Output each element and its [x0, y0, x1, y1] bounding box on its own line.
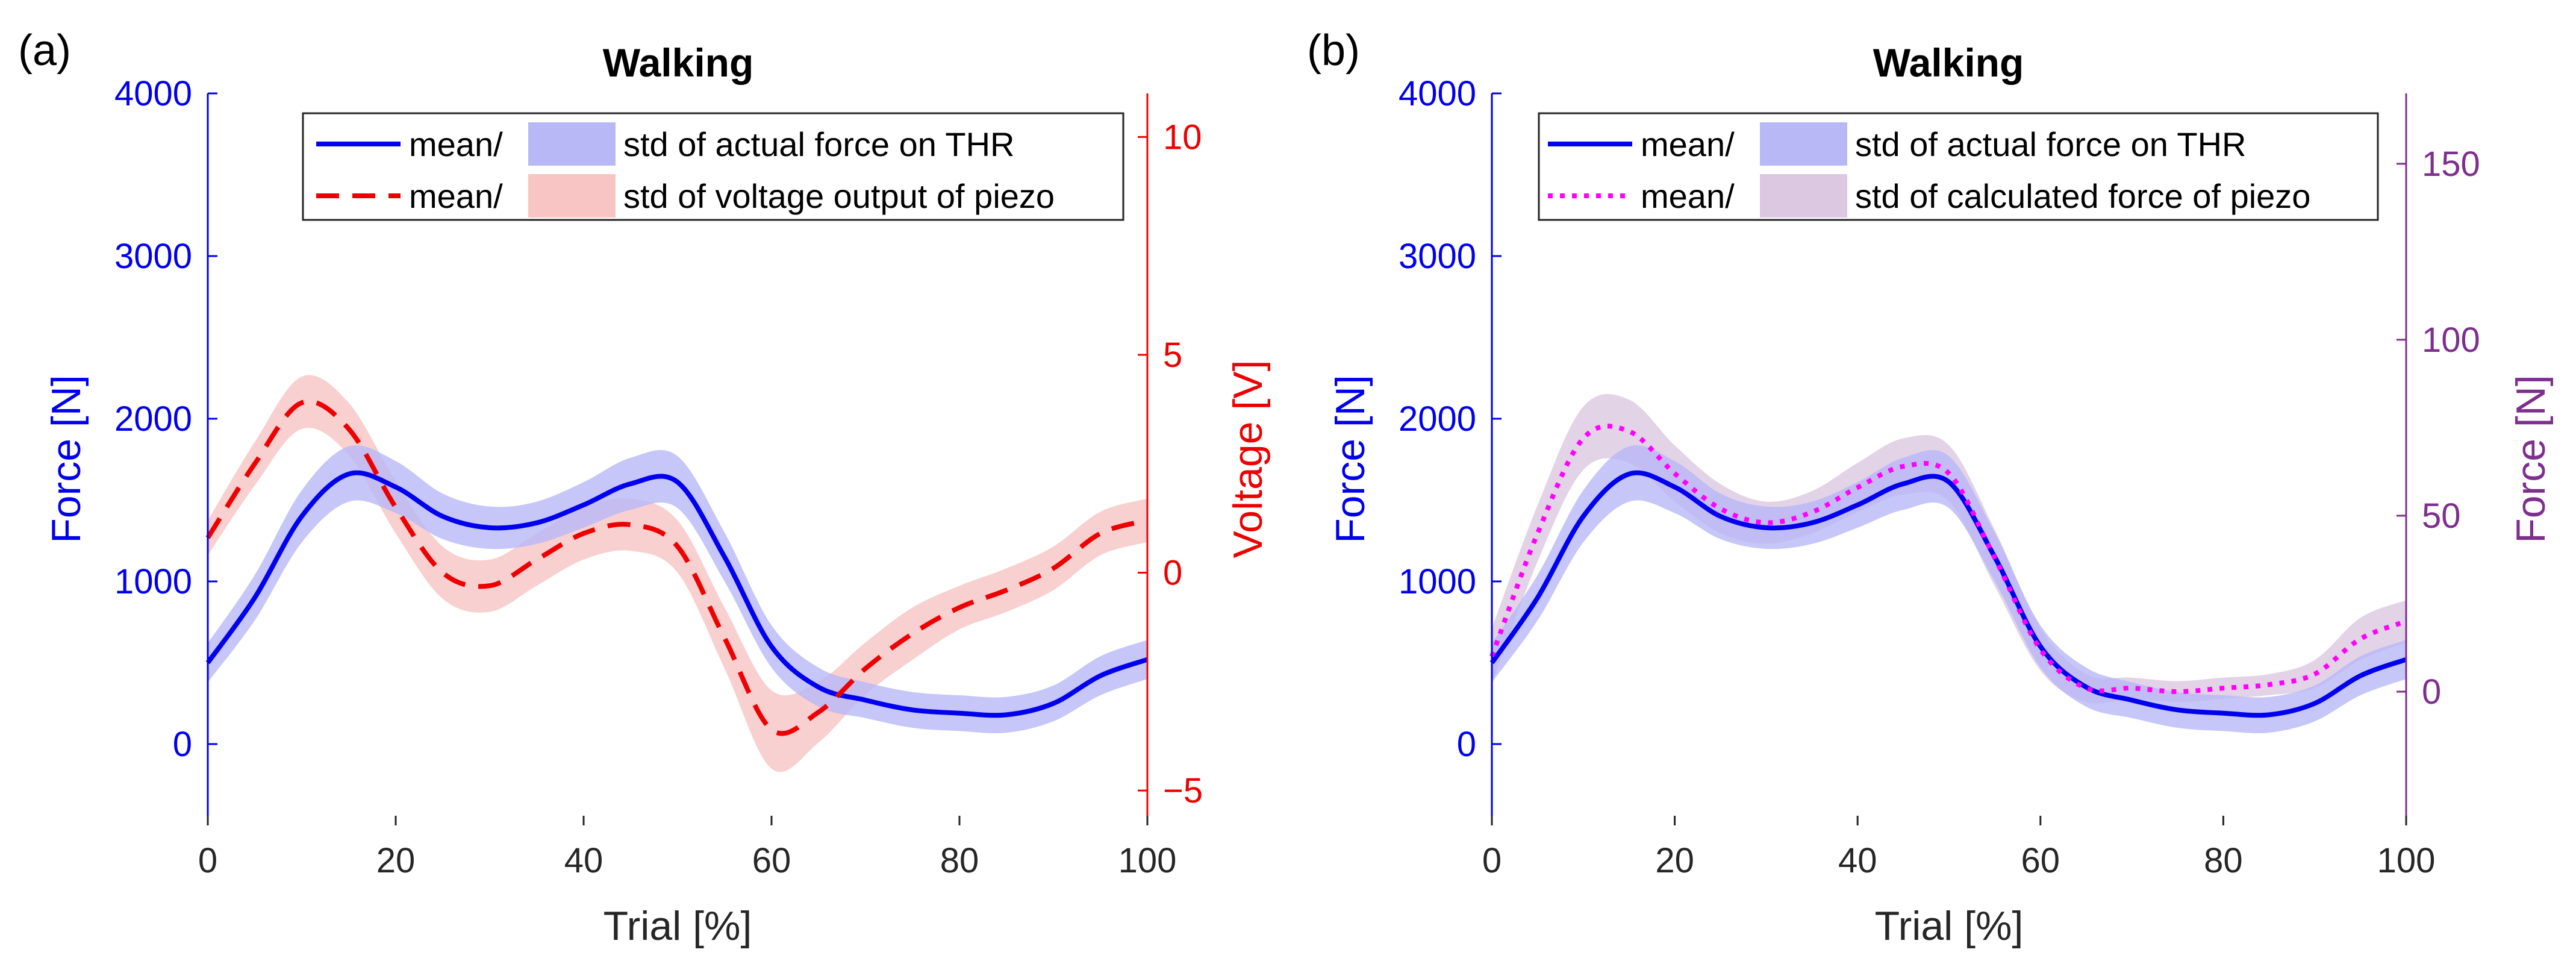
panel-b-legend-force-std-label: std of actual force on THR — [1855, 125, 2247, 163]
panel-b-x-tick-label: 100 — [2377, 841, 2436, 880]
panel-a-legend-force-mean-label: mean/ — [409, 125, 503, 163]
panel-b-legend-force-mean-label: mean/ — [1641, 125, 1735, 163]
panel-a-x-tick-label: 20 — [376, 841, 416, 880]
panel-a-x-tick-label: 80 — [940, 841, 979, 880]
panel-b-left-tick-label: 1000 — [1399, 562, 1476, 601]
panel-b-legend-box — [1538, 112, 2379, 221]
panel-b-left-ticks: 0 1000 2000 3000 4000 — [1399, 74, 1502, 764]
panel-b-std-band-secondary — [1492, 394, 2406, 704]
panel-a-legend-voltage-mean-label: mean/ — [409, 177, 503, 215]
panel-b-right-axis-label: Force [N] — [2508, 375, 2554, 543]
panel-a-title: Walking — [603, 40, 754, 85]
panel-a-legend-force-band-swatch — [528, 122, 616, 166]
panel-a-mean-line-secondary — [205, 399, 1149, 736]
panel-a-mean-line-force — [205, 470, 1149, 718]
panel-a-left-tick-label: 0 — [173, 725, 192, 764]
panel-b-right-tick-label: 150 — [2422, 145, 2480, 184]
panel-b-left-axis-label: Force [N] — [1327, 375, 1373, 543]
panel-b-x-tick-label: 0 — [1482, 841, 1502, 880]
panel-a-left-axis-label: Force [N] — [43, 375, 89, 543]
panel-a-left-tick-label: 1000 — [114, 562, 192, 601]
panel-b-x-tick-label: 80 — [2204, 841, 2243, 880]
panel-b-x-axis-label: Trial [%] — [1875, 903, 2024, 949]
panel-a-legend: mean/ std of actual force on THR mean/ s… — [302, 112, 1124, 221]
panel-a-axes — [207, 93, 1149, 825]
panel-b-x-tick-label: 60 — [2021, 841, 2060, 880]
panel-a-right-tick-label: −5 — [1163, 771, 1203, 810]
panel-a-x-tick-label: 40 — [564, 841, 603, 880]
panel-a-left-tick-label: 2000 — [114, 399, 192, 439]
panel-a-right-tick-label: 10 — [1163, 117, 1202, 157]
panel-b-right-tick-label: 100 — [2422, 321, 2480, 360]
panel-a-legend-force-std-label: std of actual force on THR — [623, 125, 1015, 163]
panel-b-calculated-force-chart: (b) Walking 0 20 40 60 80 100 010002000300040… — [1307, 27, 2554, 949]
panel-a-legend-voltage-std-label: std of voltage output of piezo — [623, 177, 1055, 215]
panel-a-mean-lines — [205, 399, 1149, 736]
panel-b-left-tick-label: 3000 — [1399, 237, 1476, 276]
panel-b-label: (b) — [1307, 27, 1360, 75]
panel-a-x-axis-label: Trial [%] — [603, 903, 752, 949]
panel-a-right-ticks: −5 0 5 10 — [1138, 117, 1203, 810]
panel-b-legend-piezo-band-swatch — [1760, 174, 1847, 217]
panel-b-mean-line-force — [1489, 470, 2407, 718]
panel-b-right-tick-label: 0 — [2422, 672, 2441, 712]
panel-b-right-ticks: 0 50 100 150 — [2397, 145, 2480, 712]
panel-b-legend: mean/ std of actual force on THR mean/ s… — [1538, 112, 2379, 221]
panel-a-left-ticks: 0 1000 2000 3000 4000 — [114, 74, 217, 764]
panel-a-label: (a) — [18, 27, 71, 75]
panel-b-legend-piezo-mean-label: mean/ — [1641, 177, 1735, 215]
panel-b-left-tick-label: 4000 — [1399, 74, 1476, 113]
panel-a-std-band-secondary — [208, 375, 1147, 772]
panel-b-x-ticks: 0 20 40 60 80 100 — [1482, 816, 2436, 880]
panel-b-left-tick-label: 2000 — [1399, 399, 1476, 439]
panel-a-left-tick-label: 3000 — [114, 237, 192, 276]
panel-a-legend-voltage-band-swatch — [528, 174, 616, 217]
panel-a-x-tick-label: 0 — [198, 841, 217, 880]
panel-b-title: Walking — [1873, 40, 2024, 85]
panel-b-mean-lines — [1489, 424, 2407, 718]
panel-a-left-tick-label: 4000 — [114, 74, 192, 113]
panel-b-legend-piezo-std-label: std of calculated force of piezo — [1855, 177, 2310, 215]
panel-b-right-tick-label: 50 — [2422, 496, 2461, 536]
panel-b-x-tick-label: 40 — [1838, 841, 1877, 880]
panel-a-right-axis-label: Voltage [V] — [1225, 360, 1271, 559]
panel-a-legend-box — [302, 112, 1124, 221]
panel-b-legend-force-band-swatch — [1760, 122, 1847, 166]
panel-a-voltage-chart: (a) Walking 0 20 40 60 80 100 010002000300040… — [18, 27, 1271, 949]
panel-a-right-tick-label: 0 — [1163, 554, 1182, 593]
panel-b-axes — [1491, 93, 2407, 825]
panel-a-x-ticks: 0 20 40 60 80 100 — [198, 816, 1177, 880]
panel-a-x-tick-label: 100 — [1118, 841, 1177, 880]
panel-b-left-tick-label: 0 — [1457, 725, 1476, 764]
panel-a-right-tick-label: 5 — [1163, 336, 1182, 375]
panel-a-x-tick-label: 60 — [752, 841, 791, 880]
panel-b-x-tick-label: 20 — [1655, 841, 1694, 880]
